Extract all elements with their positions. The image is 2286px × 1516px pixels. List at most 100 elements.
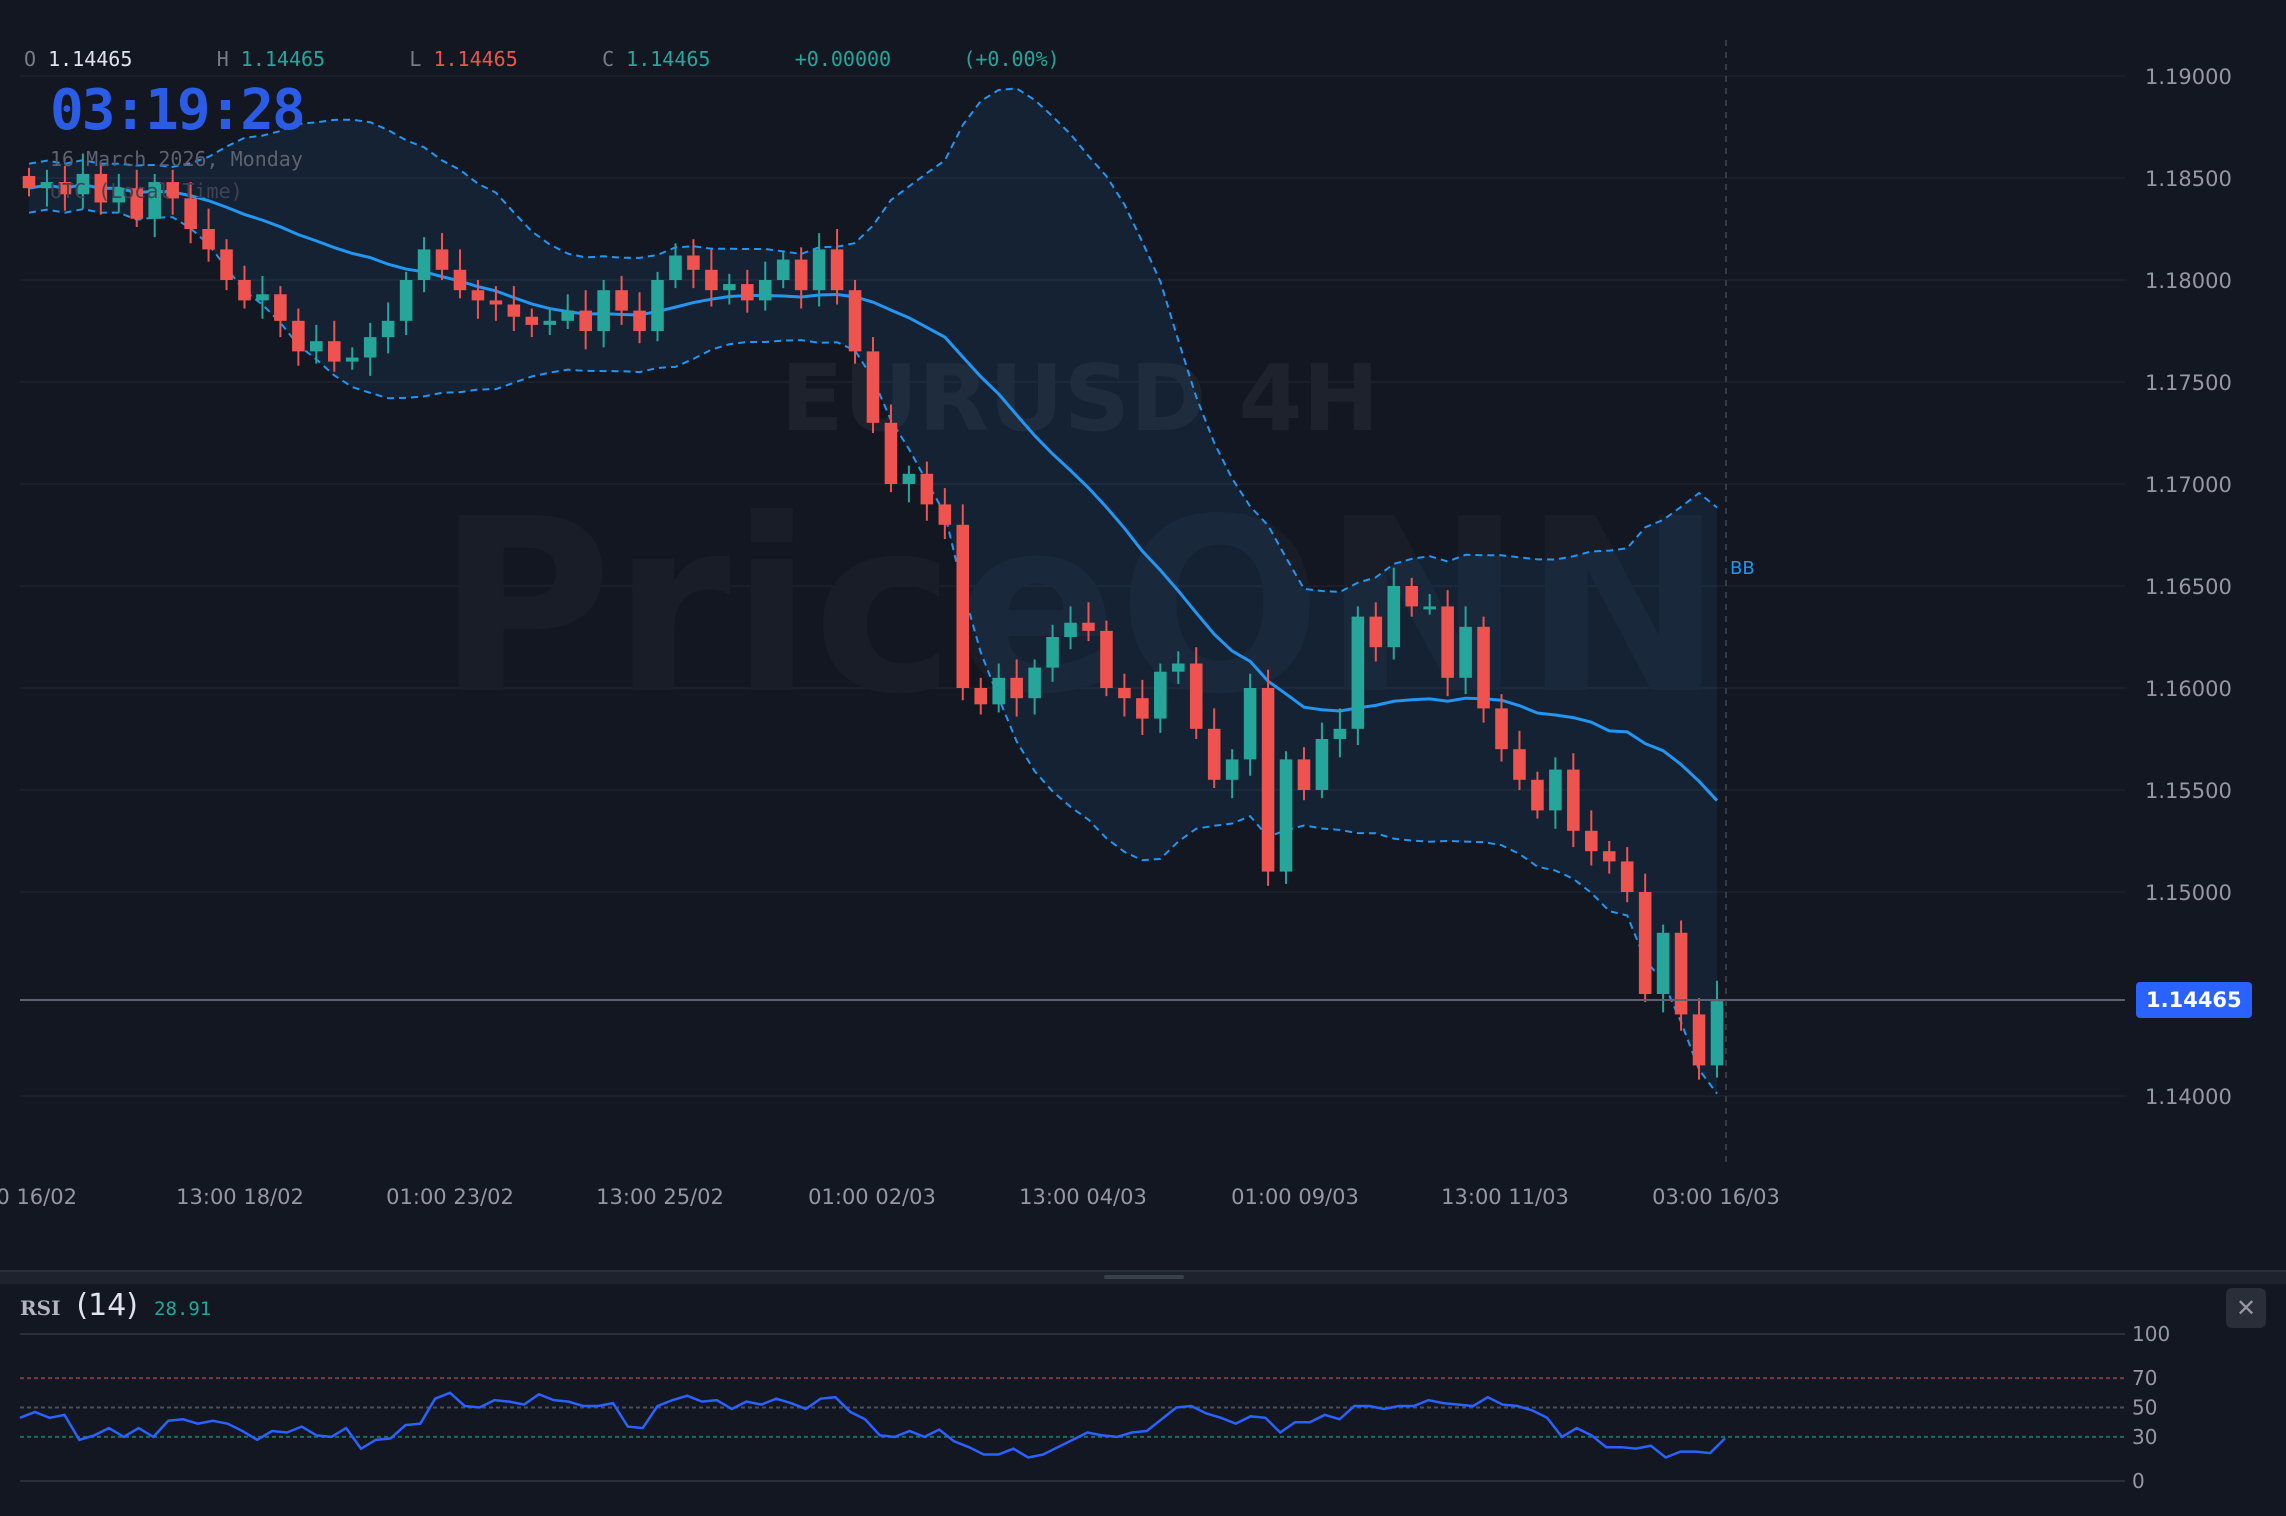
candle-down bbox=[327, 341, 341, 362]
price-axis-label: 1.16000 bbox=[2145, 677, 2232, 701]
candle-down bbox=[1585, 830, 1598, 852]
candle-up bbox=[1710, 1001, 1724, 1066]
rsi-axis-label: 0 bbox=[2132, 1469, 2145, 1493]
rsi-pane: 100 70 50 30 0 bbox=[0, 1284, 2286, 1516]
watermark-symbol: EURUSD 4H bbox=[781, 345, 1380, 452]
clock-date: 16 March 2026, Monday bbox=[50, 147, 303, 171]
bb-basis bbox=[28, 183, 1719, 802]
candle-up bbox=[543, 320, 557, 325]
price-axis[interactable]: 1.19000 1.18500 1.18000 1.17500 1.17000 1.165… bbox=[2145, 65, 2232, 1109]
candle-down bbox=[58, 182, 72, 195]
time-axis-label: 13:00 25/02 bbox=[596, 1185, 724, 1209]
candle-down bbox=[705, 269, 718, 291]
time-axis-label: 01:00 02/03 bbox=[808, 1185, 936, 1209]
candle-down bbox=[292, 320, 305, 352]
change-percent: (+0.00%) bbox=[963, 47, 1060, 71]
resize-handle[interactable] bbox=[1104, 1275, 1184, 1279]
low-label: L bbox=[409, 47, 422, 71]
rsi-line bbox=[19, 1391, 1726, 1459]
candle-up bbox=[1064, 622, 1077, 637]
candle-down bbox=[202, 229, 215, 250]
candle-up bbox=[561, 310, 575, 321]
candle-down bbox=[956, 524, 970, 688]
rsi-axis-label: 50 bbox=[2132, 1396, 2157, 1420]
candle-up bbox=[1171, 663, 1185, 672]
candle-down bbox=[1531, 779, 1544, 811]
low-value: 1.14465 bbox=[433, 47, 518, 71]
candle-down bbox=[238, 280, 251, 301]
candle-up bbox=[76, 173, 90, 195]
candle-up bbox=[1656, 932, 1670, 994]
candle-down bbox=[1638, 892, 1652, 994]
candle-down bbox=[1261, 688, 1275, 872]
price-axis-label: 1.15500 bbox=[2145, 779, 2232, 803]
candle-up bbox=[651, 280, 664, 331]
close-rsi-button[interactable]: ✕ bbox=[2226, 1288, 2266, 1328]
candle-up bbox=[40, 182, 54, 189]
candle-down bbox=[1567, 769, 1580, 831]
candle-down bbox=[94, 173, 108, 203]
candle-down bbox=[1692, 1014, 1706, 1066]
candle-down bbox=[1477, 626, 1490, 709]
time-axis-label: 03:00 16/03 bbox=[1652, 1185, 1780, 1209]
time-axis[interactable]: 00 16/02 13:00 18/02 01:00 23/02 13:00 25/0… bbox=[0, 1185, 1780, 1209]
candle-down bbox=[938, 504, 952, 525]
candle-up bbox=[1154, 671, 1167, 719]
candle-down bbox=[184, 198, 197, 229]
candle-down bbox=[1136, 698, 1149, 719]
candle-up bbox=[256, 294, 269, 301]
rsi-axis-label: 100 bbox=[2132, 1322, 2170, 1346]
rsi-background bbox=[0, 1284, 2286, 1516]
candle-down bbox=[1207, 728, 1221, 780]
candle-up bbox=[902, 473, 916, 484]
candle-down bbox=[615, 290, 628, 311]
candle-up bbox=[1243, 688, 1257, 760]
candle-down bbox=[579, 310, 592, 331]
candle-up bbox=[597, 290, 610, 331]
close-icon: ✕ bbox=[2235, 1294, 2257, 1322]
candle-down bbox=[1189, 663, 1203, 729]
candle-up bbox=[1459, 626, 1472, 678]
close-value: 1.14465 bbox=[626, 47, 711, 71]
candle-down bbox=[1010, 677, 1023, 699]
open-label: O bbox=[24, 47, 37, 71]
candle-up bbox=[363, 337, 377, 358]
candle-down bbox=[22, 175, 36, 189]
candle-up bbox=[776, 259, 790, 280]
candle-down bbox=[848, 290, 862, 352]
candle-down bbox=[471, 290, 485, 301]
candle-down bbox=[130, 188, 144, 219]
rsi-legend: RSI (14) 28.91 bbox=[20, 1288, 211, 1323]
candle-down bbox=[525, 316, 539, 325]
time-axis-label: 00 16/02 bbox=[0, 1185, 77, 1209]
candle-down bbox=[220, 249, 233, 280]
price-axis-label: 1.14000 bbox=[2145, 1085, 2232, 1109]
watermark-brand: PriceONN bbox=[436, 467, 1723, 747]
rsi-name: RSI bbox=[20, 1296, 61, 1320]
price-axis-label: 1.18500 bbox=[2145, 167, 2232, 191]
candle-down bbox=[1082, 622, 1095, 631]
price-axis-label: 1.19000 bbox=[2145, 65, 2232, 89]
candle-up bbox=[345, 357, 359, 362]
candle-down bbox=[166, 182, 179, 199]
rsi-length: (14) bbox=[76, 1288, 139, 1323]
current-price-tag: 1.14465 bbox=[2136, 982, 2252, 1018]
candle-down bbox=[687, 255, 700, 270]
candle-up bbox=[1279, 759, 1293, 872]
rsi-axis-label: 70 bbox=[2132, 1366, 2157, 1390]
time-axis-label: 13:00 18/02 bbox=[176, 1185, 304, 1209]
change-value: +0.00000 bbox=[794, 47, 892, 71]
candle-down bbox=[794, 259, 808, 291]
candle-down bbox=[974, 688, 988, 705]
candle-down bbox=[1369, 616, 1383, 648]
candle-down bbox=[435, 249, 449, 270]
candle-down bbox=[1118, 688, 1131, 699]
price-axis-label: 1.15000 bbox=[2145, 881, 2232, 905]
candle-up bbox=[669, 255, 682, 280]
time-axis-label: 01:00 23/02 bbox=[386, 1185, 514, 1209]
open-value: 1.14465 bbox=[48, 47, 133, 71]
candle-down bbox=[1602, 851, 1616, 862]
candle-up bbox=[1225, 759, 1239, 780]
candle-down bbox=[507, 304, 521, 317]
